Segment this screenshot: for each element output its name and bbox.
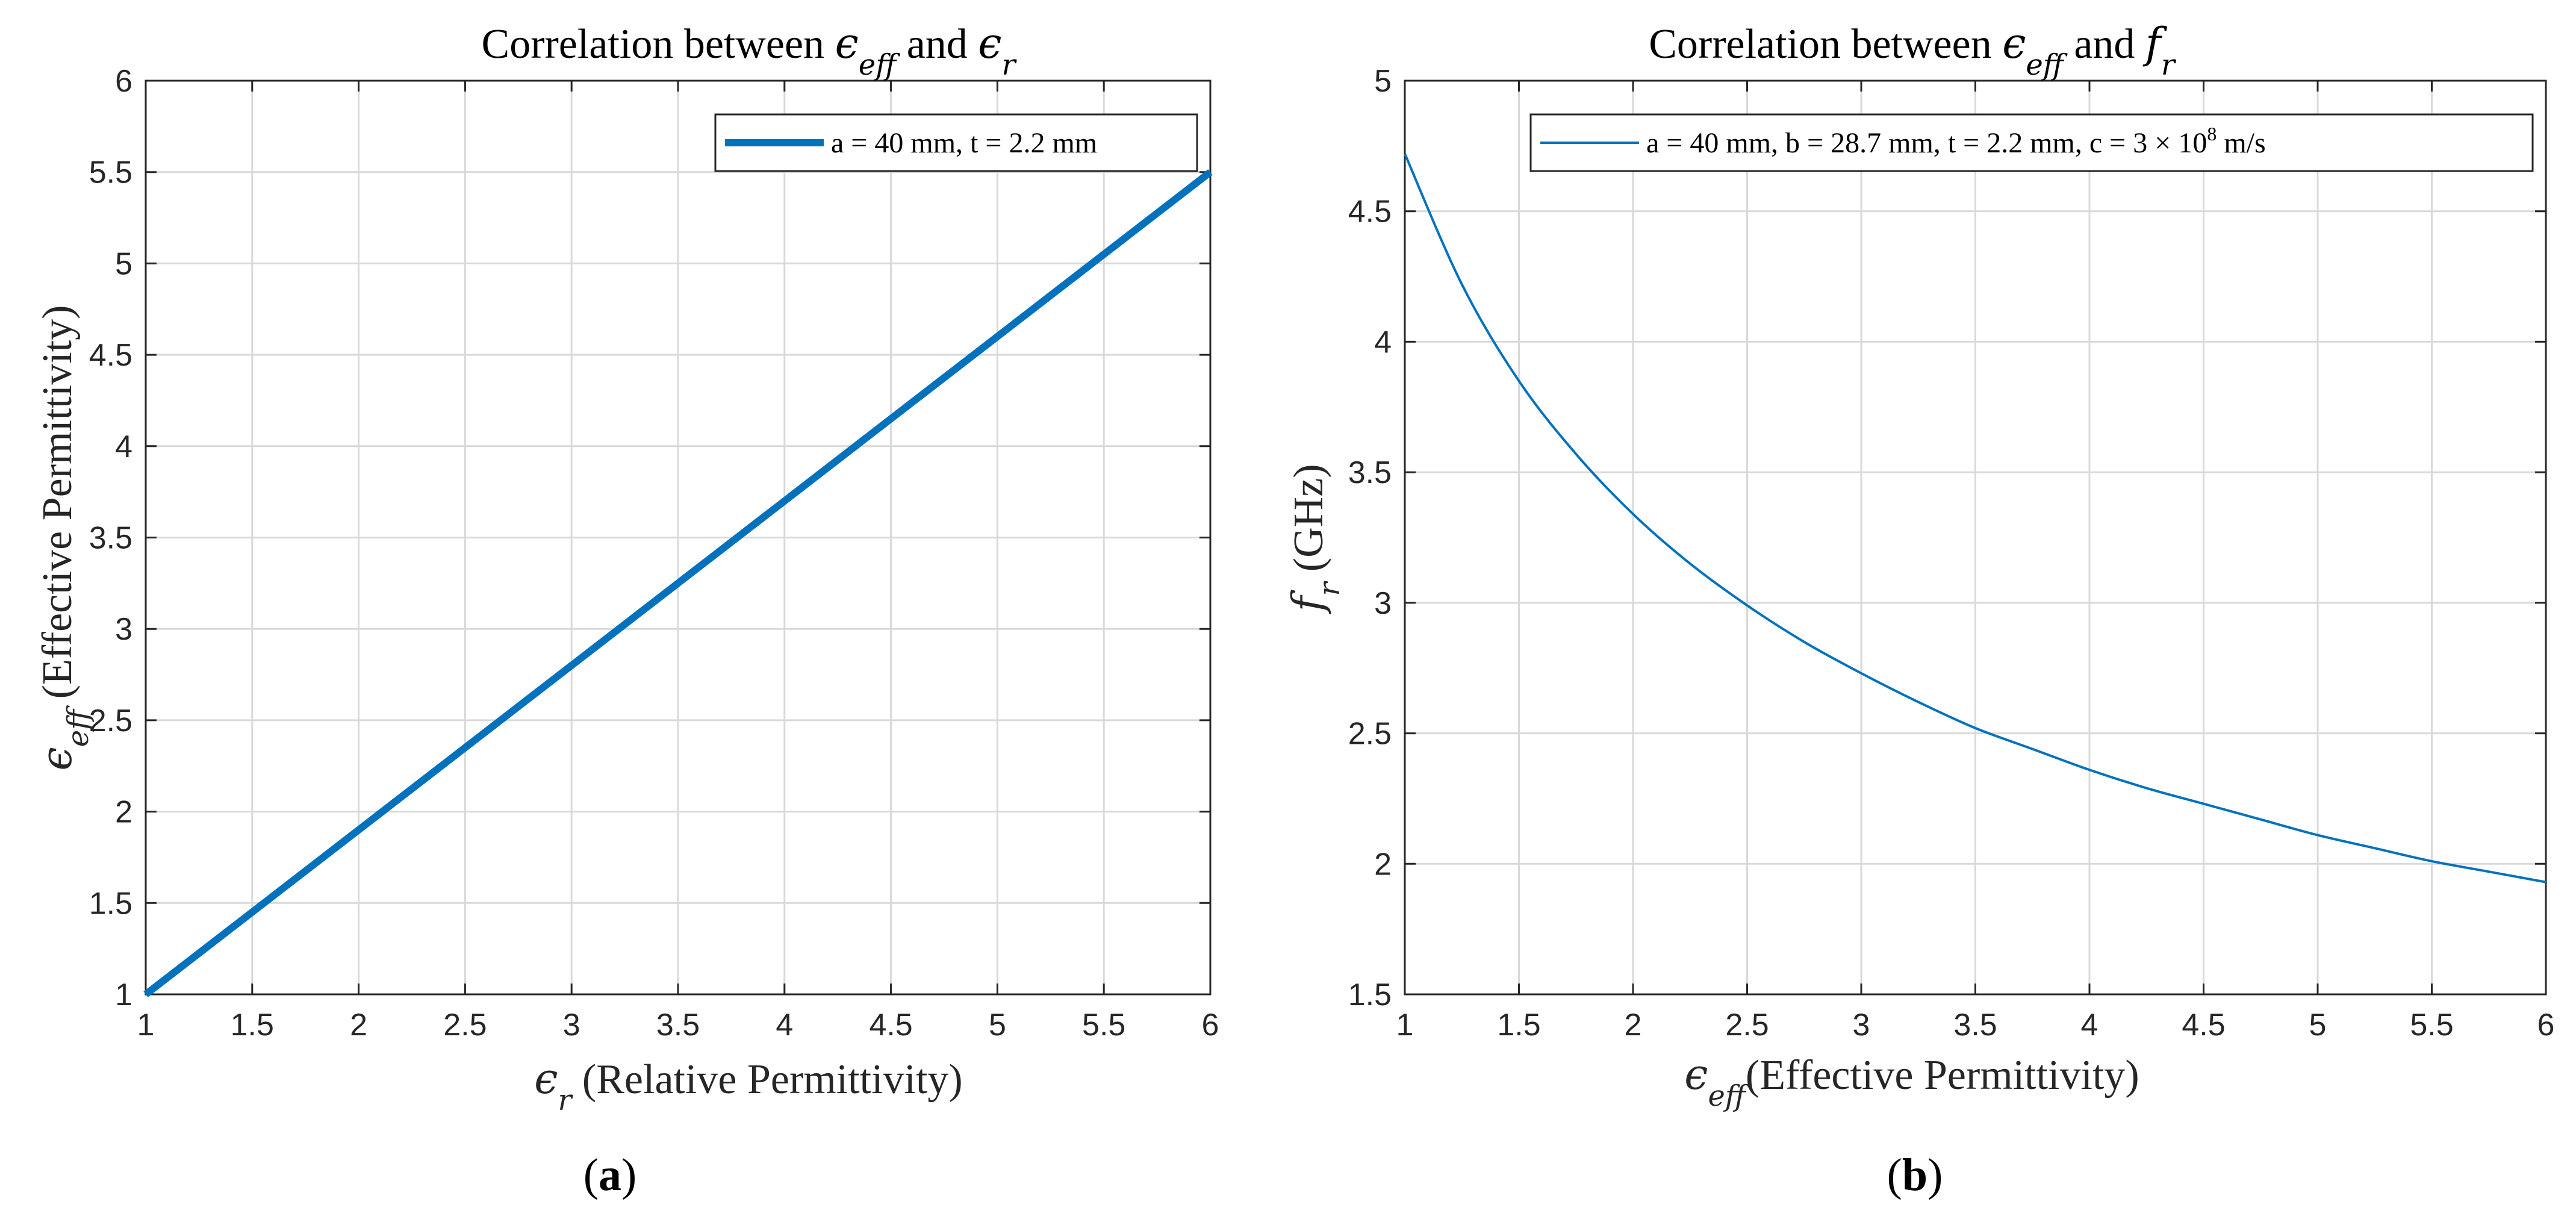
y-tick-label: 5.5 [89,155,132,190]
legend-text-before: a = 40 mm, b = 28.7 mm, t = 2.2 mm, c = … [1646,127,2207,159]
x-tick-label: 1.5 [231,1008,274,1043]
panel-a-title: Correlation between ϵeff and ϵr [482,19,1018,82]
panel-b-xlabel: ϵeff(Effective Permittivity) [1684,1050,2139,1113]
x-tick-label: 5 [2309,1008,2327,1043]
x-tick-label: 3 [563,1008,580,1043]
y-tick-label: 3 [1374,586,1392,621]
x-tick-label: 5.5 [2410,1008,2453,1043]
panel-a-ylabel: ϵeff (Effective Permittivity) [32,305,95,771]
legend-superscript: 8 [2207,123,2217,145]
y-tick-label: 3 [115,612,132,647]
panel-b-legend: a = 40 mm, b = 28.7 mm, t = 2.2 mm, c = … [1529,113,2534,172]
x-tick-label: 5.5 [1082,1008,1125,1043]
panel-b: 1 1.5 2 2.5 3 3.5 4 4.5 5 5.5 61.522.533.544.55 a … [1283,19,2554,1200]
panel-b-ylabel: fr (GHz) [1283,464,1346,614]
y-tick-label: 1 [115,977,132,1012]
y-tick-label: 5 [115,246,132,281]
y-tick-label: 3.5 [1348,455,1392,490]
panel-a-label: (a) [583,1150,637,1200]
x-tick-label: 1.5 [1497,1008,1540,1043]
x-tick-label: 6 [2537,1008,2555,1043]
y-tick-label: 1.5 [1348,977,1392,1012]
y-tick-label: 1.5 [89,886,132,921]
panel-a-xlabel: ϵr (Relative Permittivity) [534,1054,962,1117]
series-line [143,169,1213,997]
y-tick-label: 6 [115,64,132,99]
panel-b-label: (b) [1887,1150,1943,1200]
y-tick-label: 4 [1374,325,1392,360]
y-tick-label: 2.5 [1348,717,1392,752]
x-tick-label: 4 [776,1008,793,1043]
x-tick-label: 6 [1202,1008,1219,1043]
panel-b-plot-lines [1404,153,2546,884]
y-tick-label: 2 [1374,847,1392,882]
y-tick-label: 4 [115,429,132,464]
x-tick-label: 3.5 [1953,1008,1997,1043]
x-tick-label: 2 [1625,1008,1642,1043]
x-tick-label: 2.5 [1725,1008,1769,1043]
x-tick-label: 3.5 [656,1008,700,1043]
x-tick-label: 4 [2081,1008,2098,1043]
panel-a-plot-lines [143,169,1213,997]
x-tick-label: 5 [989,1008,1006,1043]
x-tick-label: 3 [1853,1008,1870,1043]
panel-b-gridlines [1404,80,2547,996]
y-tick-label: 4.5 [89,338,132,373]
x-tick-label: 1 [1396,1008,1414,1043]
x-tick-label: 2.5 [443,1008,487,1043]
panel-a-ticks: 1 1.5 2 2.5 3 3.5 4 4.5 5 5.5 6 1 1.5 2 2.5 3 3.5 4 4.5 5 5.… [89,64,1219,1043]
series-line [1404,153,2546,884]
legend-entry: a = 40 mm, b = 28.7 mm, t = 2.2 mm, c = … [1646,123,2266,159]
y-tick-label: 5 [1374,64,1392,99]
legend-entry: a = 40 mm, t = 2.2 mm [831,127,1097,159]
panel-a: 1 1.5 2 2.5 3 3.5 4 4.5 5 5.5 6 1 1.5 2 2.5 3 3.5 4 4.5 5 5.… [32,19,1219,1200]
panel-b-ticks: 1 1.5 2 2.5 3 3.5 4 4.5 5 5.5 61.522.533.544.55 [1348,64,2555,1043]
panel-a-gridlines [145,80,1212,996]
x-tick-label: 4.5 [869,1008,912,1043]
y-tick-label: 2 [115,795,132,830]
legend-text-after: m/s [2217,127,2265,159]
x-tick-label: 2 [350,1008,367,1043]
y-tick-label: 3.5 [89,521,132,556]
y-tick-label: 2.5 [89,703,132,738]
y-tick-label: 4.5 [1348,195,1392,229]
panel-b-title: Correlation between ϵeff and fr [1649,19,2177,82]
x-tick-label: 4.5 [2182,1008,2225,1043]
x-tick-label: 1 [137,1008,155,1043]
legend-box [1529,113,2534,172]
panel-a-legend: a = 40 mm, t = 2.2 mm [714,113,1198,172]
